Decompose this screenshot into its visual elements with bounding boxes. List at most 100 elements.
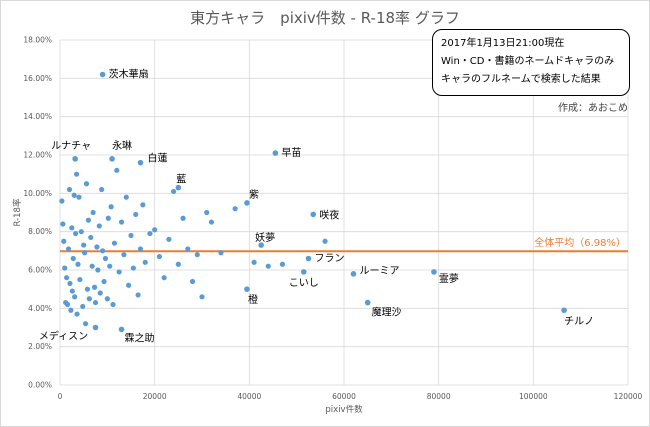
data-point xyxy=(84,286,91,292)
data-point-labeled xyxy=(350,271,357,277)
data-point xyxy=(100,248,106,254)
data-point-labeled xyxy=(92,324,99,331)
data-point-labeled xyxy=(310,211,317,218)
data-point xyxy=(107,263,113,269)
point-label: フラン xyxy=(315,253,345,265)
data-point xyxy=(82,321,89,327)
y-tick-label: 0.00% xyxy=(28,381,52,390)
data-point xyxy=(75,261,81,267)
author-credit: 作成：あおこめ xyxy=(558,103,628,114)
data-points xyxy=(59,71,567,333)
data-point xyxy=(194,252,200,258)
y-tick-label: 12.00% xyxy=(23,151,52,160)
point-label: 咲夜 xyxy=(319,208,339,221)
x-tick-label: 0 xyxy=(58,392,63,401)
data-point xyxy=(104,296,110,302)
data-point xyxy=(99,186,105,193)
point-label: 橙 xyxy=(248,293,258,306)
data-point xyxy=(60,221,66,227)
point-label: 魔理沙 xyxy=(372,306,402,319)
point-label: 紫 xyxy=(249,189,259,201)
data-point xyxy=(80,303,86,310)
data-point xyxy=(204,209,210,216)
data-point-labeled xyxy=(244,200,250,206)
point-label: 霖之助 xyxy=(125,331,155,344)
data-point xyxy=(77,276,83,283)
data-point xyxy=(68,307,74,313)
data-point xyxy=(67,280,73,287)
data-point xyxy=(64,275,70,281)
point-label: チルノ xyxy=(564,315,594,327)
data-point-labeled xyxy=(431,269,437,275)
data-point xyxy=(88,234,94,241)
x-tick-label: 40000 xyxy=(237,392,261,401)
data-point xyxy=(142,259,148,265)
note-line-method: キャラのフルネームで検索した結果 xyxy=(441,74,601,85)
data-point xyxy=(116,269,122,275)
data-point xyxy=(69,288,75,294)
point-label: 白蓮 xyxy=(147,152,167,165)
average-label: 全体平均（6.98%） xyxy=(534,236,626,249)
data-point xyxy=(81,242,87,248)
y-tick-label: 6.00% xyxy=(28,266,52,275)
point-label: こいし xyxy=(289,277,319,289)
data-point-labeled xyxy=(137,159,144,166)
data-point xyxy=(189,278,196,285)
y-tick-label: 18.00% xyxy=(23,36,52,45)
data-point xyxy=(85,217,91,223)
x-tick-label: 120000 xyxy=(614,392,643,401)
data-point xyxy=(86,296,92,302)
data-point xyxy=(180,215,186,221)
data-point xyxy=(118,219,125,225)
average-line-group: 全体平均（6.98%） xyxy=(60,236,628,253)
note-line-date: 2017年1月13日21:00現在 xyxy=(441,38,565,49)
point-label: 早苗 xyxy=(281,147,301,159)
data-point xyxy=(126,282,132,288)
data-point xyxy=(147,230,153,237)
y-axis-title: R-18率 xyxy=(12,198,23,226)
data-point-labeled xyxy=(118,326,125,333)
data-point-labeled xyxy=(258,242,264,248)
data-point xyxy=(232,206,238,212)
data-point xyxy=(114,167,120,173)
data-point-labeled xyxy=(244,286,250,292)
data-point xyxy=(89,263,95,269)
axes: 0.00% 2.00% 4.00% 6.00% 8.00% 10.00% 12.00% 14.… xyxy=(12,36,643,416)
data-point xyxy=(97,290,103,296)
data-point xyxy=(69,225,75,231)
data-point xyxy=(208,219,215,225)
data-point xyxy=(74,311,80,317)
y-tick-label: 8.00% xyxy=(28,227,52,236)
data-point xyxy=(152,227,158,233)
data-point xyxy=(61,238,67,244)
data-point xyxy=(101,278,107,285)
x-tick-label: 20000 xyxy=(143,392,167,401)
point-label: 永琳 xyxy=(112,139,132,152)
data-point xyxy=(171,188,177,195)
data-point xyxy=(94,244,100,250)
data-point-labeled xyxy=(305,255,312,262)
data-point xyxy=(156,253,162,260)
data-point-labeled xyxy=(99,71,106,78)
data-point xyxy=(105,215,111,221)
data-point xyxy=(108,204,114,210)
data-point xyxy=(78,229,84,235)
data-point xyxy=(91,284,98,290)
data-point xyxy=(70,255,76,262)
data-point-labeled xyxy=(72,156,78,162)
data-point xyxy=(73,171,80,177)
x-tick-label: 60000 xyxy=(332,392,356,401)
point-label: ルナチャ xyxy=(51,140,91,152)
data-point xyxy=(71,192,77,198)
y-tick-label: 16.00% xyxy=(23,74,52,83)
data-point xyxy=(265,263,271,269)
data-point xyxy=(96,223,102,229)
data-point xyxy=(102,255,109,262)
data-point xyxy=(140,202,146,208)
data-point xyxy=(135,292,141,298)
data-point xyxy=(72,294,78,300)
x-tick-label: 100000 xyxy=(519,392,548,401)
note-line-scope: Win・CD・書籍のネームドキャラのみ xyxy=(441,56,615,67)
x-tick-label: 80000 xyxy=(427,392,451,401)
